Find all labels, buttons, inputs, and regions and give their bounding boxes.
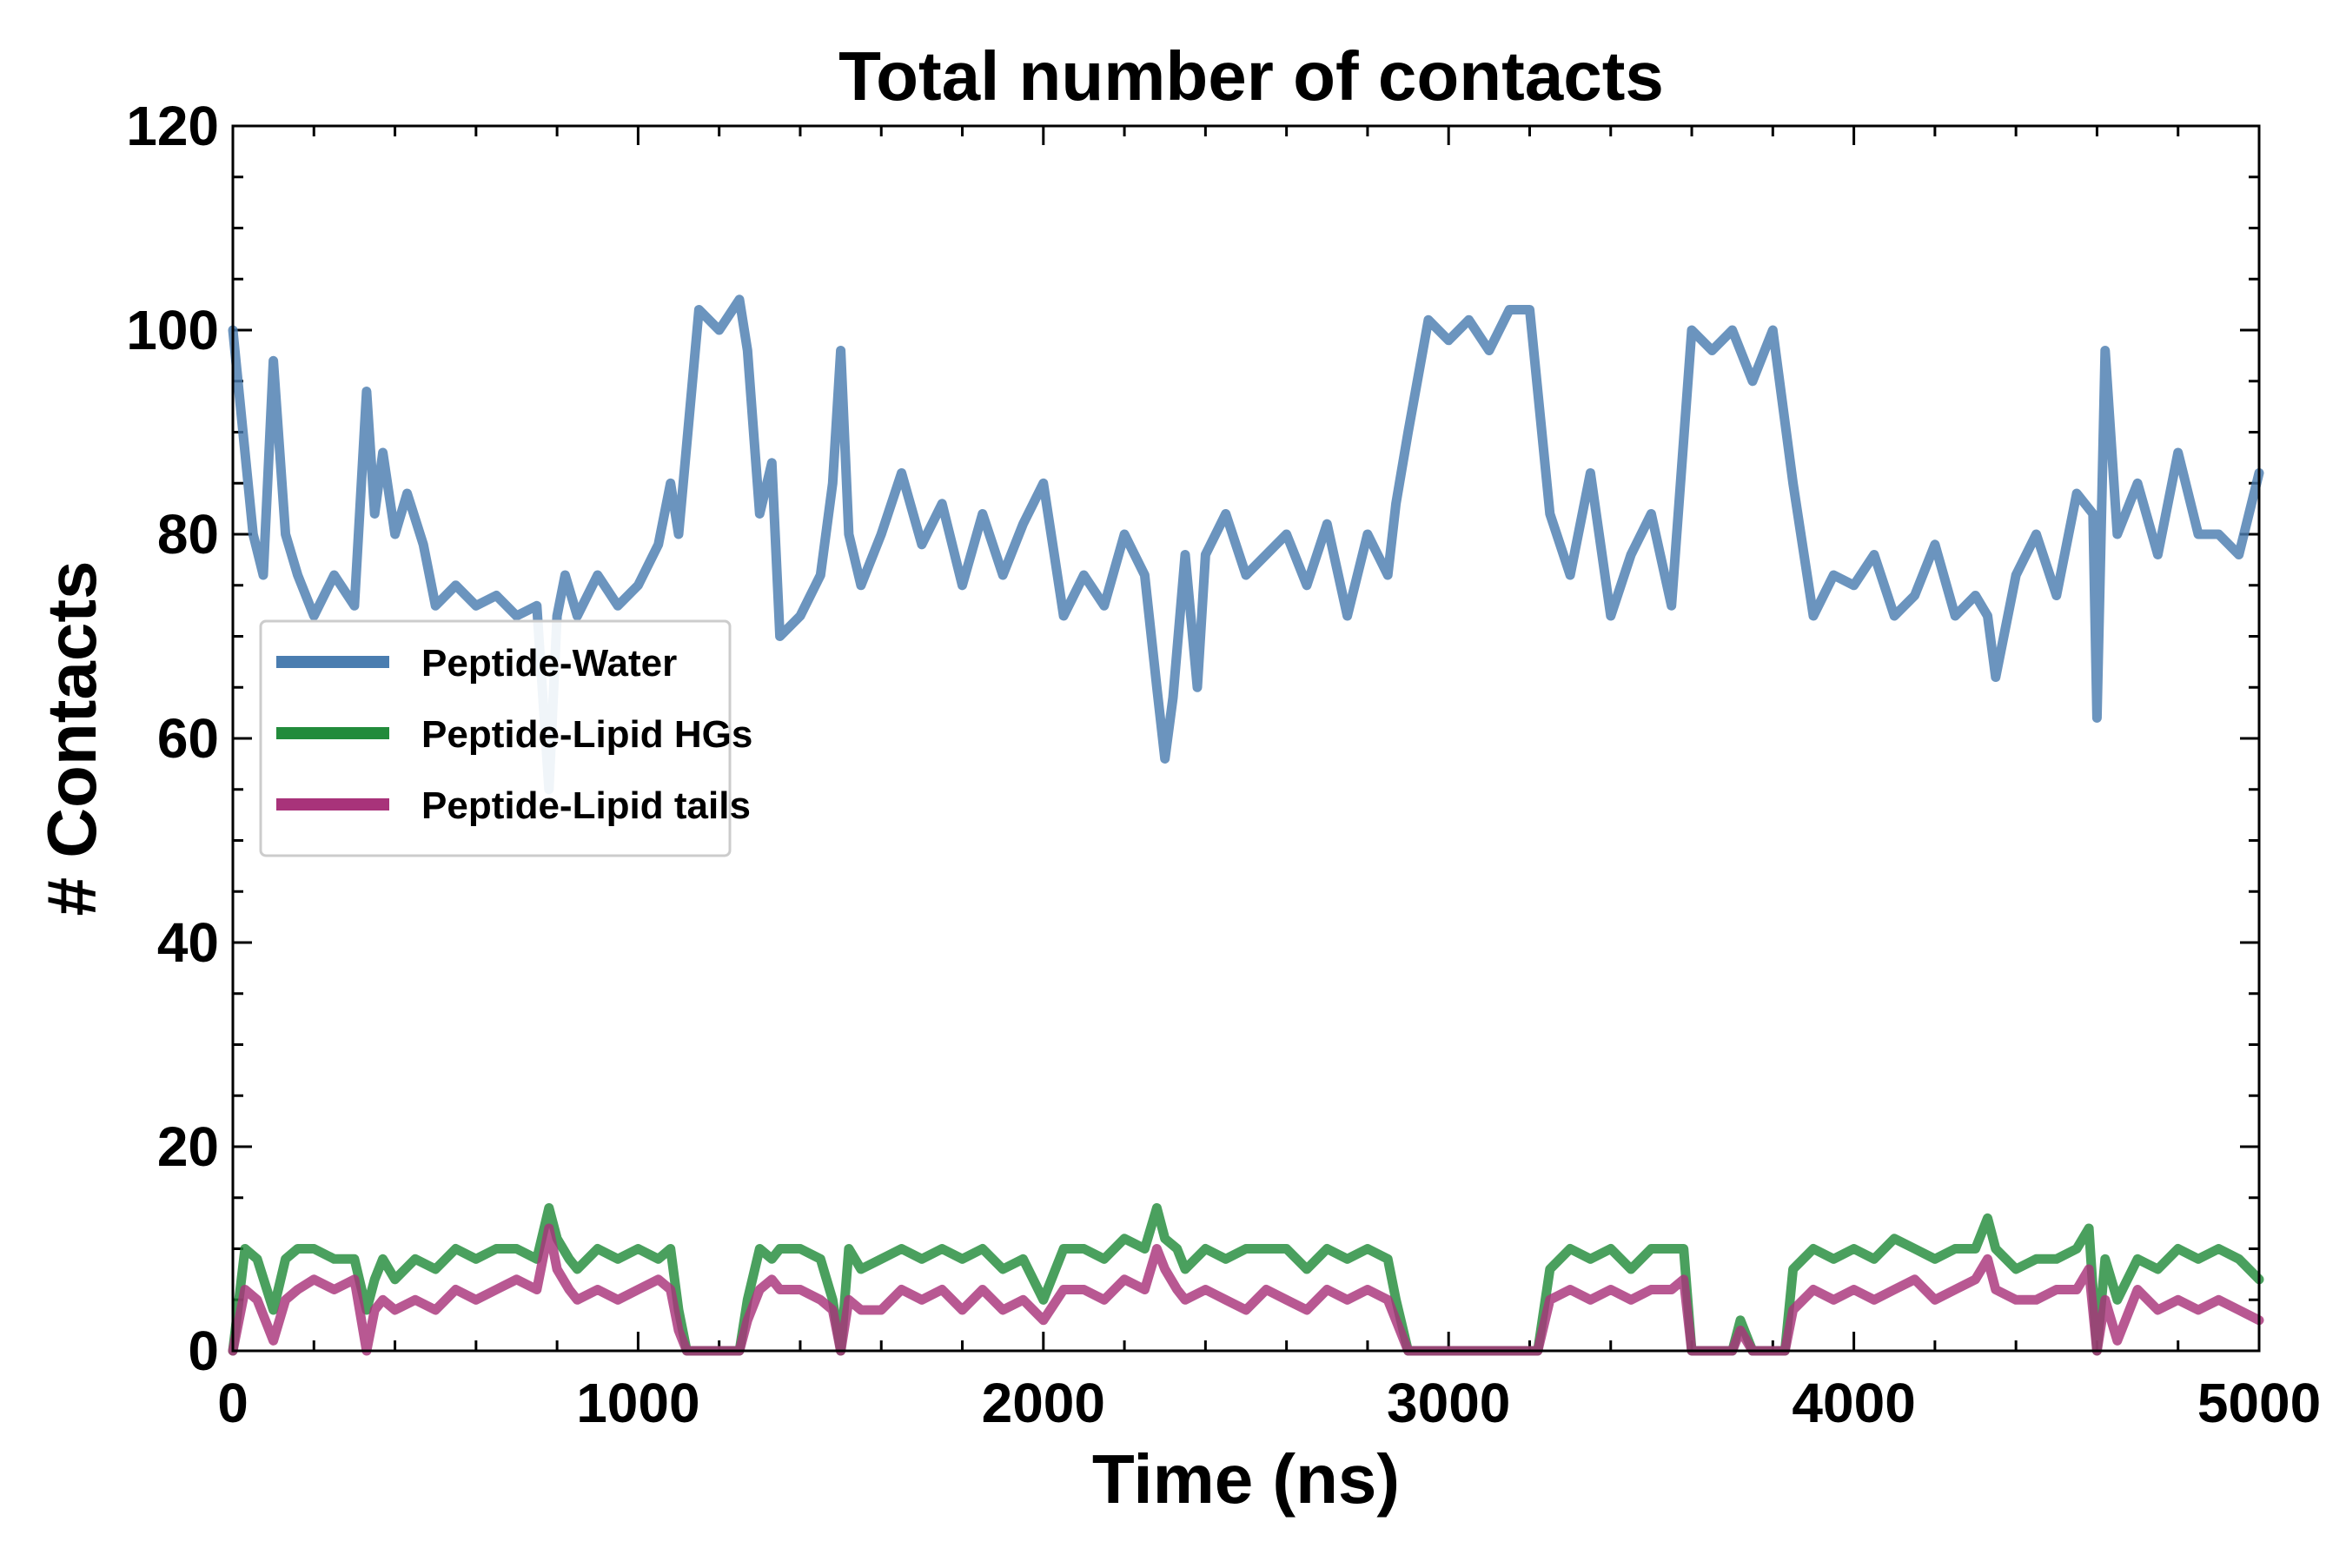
series-line-2 — [228, 1203, 2264, 1356]
y-tick-label: 100 — [126, 299, 219, 361]
axes: 0 1000 2000 3000 4000 5000 0 20 40 60 80 100 120 — [126, 95, 2321, 1434]
x-tick-label: 2000 — [982, 1372, 1105, 1434]
x-axis-label: Time (ns) — [1092, 1440, 1400, 1518]
y-axis-label: # Contacts — [33, 561, 110, 916]
y-tick-label: 120 — [126, 95, 219, 157]
y-tick-label: 60 — [157, 707, 219, 770]
series-layer — [228, 294, 2264, 1356]
legend-label: Peptide-Lipid HGs — [421, 713, 752, 756]
legend-label: Peptide-Lipid tails — [421, 784, 751, 827]
series-line-3 — [228, 1223, 2264, 1356]
x-tick-label: 3000 — [1387, 1372, 1510, 1434]
x-tick-label: 5000 — [2197, 1372, 2321, 1434]
x-tick-label: 1000 — [576, 1372, 699, 1434]
x-tick-label: 0 — [217, 1372, 249, 1434]
y-tick-label: 0 — [188, 1320, 219, 1382]
legend-box — [259, 619, 732, 857]
y-tick-label: 20 — [157, 1115, 219, 1178]
y-tick-label: 40 — [157, 911, 219, 974]
y-tick-label: 80 — [157, 503, 219, 566]
legend: Peptide-Water Peptide-Lipid HGs Peptide-Li… — [259, 619, 752, 857]
x-tick-label: 4000 — [1792, 1372, 1915, 1434]
series-line-1 — [228, 294, 2264, 795]
legend-label: Peptide-Water — [421, 642, 677, 685]
plot-frame — [231, 124, 2261, 1353]
chart-title: Total number of contacts — [838, 37, 1664, 115]
